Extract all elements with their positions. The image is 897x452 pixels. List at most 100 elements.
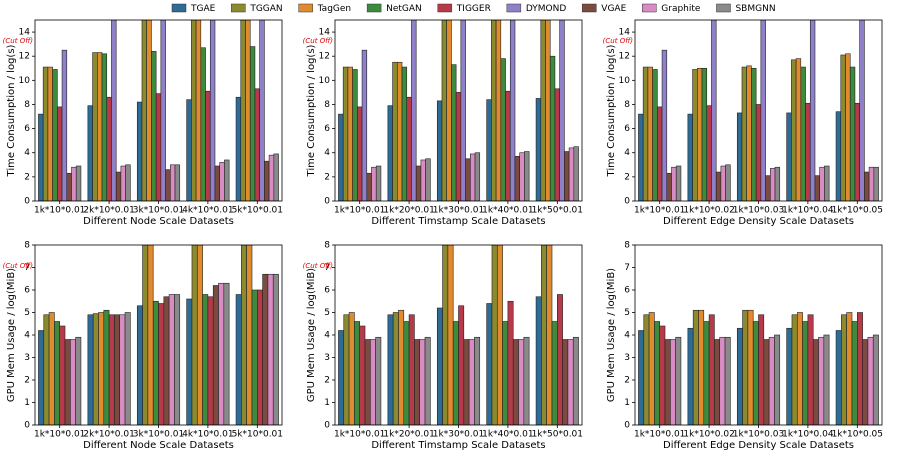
y-tick-label: 0 xyxy=(324,197,330,207)
bar xyxy=(125,164,131,201)
bar xyxy=(403,321,410,425)
y-axis-label: GPU Mem Usage / log(MiB) xyxy=(6,268,17,402)
x-tick-label: 1k*10*0.02 xyxy=(683,206,734,216)
x-tick-label: 1k*10*0.04 xyxy=(782,430,834,440)
bar xyxy=(573,146,579,201)
bar xyxy=(272,273,279,425)
bar xyxy=(545,20,551,201)
x-tick-label: 1k*10*0.01 xyxy=(334,206,385,216)
x-axis-label: Different Edge Density Scale Datasets xyxy=(663,440,854,451)
y-tick-label: 0 xyxy=(624,197,630,207)
x-tick-label: 1k*10*0.01 xyxy=(34,430,85,440)
y-tick-label: 12 xyxy=(619,52,630,62)
bar xyxy=(840,54,846,201)
x-tick-label: 3k*10*0.01 xyxy=(133,430,184,440)
bar xyxy=(546,245,553,425)
bar xyxy=(657,106,663,201)
bar xyxy=(736,112,743,201)
bar xyxy=(818,336,825,425)
bar xyxy=(207,296,214,425)
bar xyxy=(415,165,422,201)
bar xyxy=(474,336,481,425)
bar xyxy=(562,339,569,425)
axes-frame xyxy=(634,19,883,202)
bar xyxy=(366,172,372,201)
bar xyxy=(98,312,105,425)
bar xyxy=(659,325,666,425)
y-tick-label: 2 xyxy=(324,172,330,182)
bar xyxy=(147,245,154,425)
bar xyxy=(523,336,530,425)
bar xyxy=(708,314,715,425)
bar xyxy=(486,99,492,201)
bar xyxy=(873,166,879,201)
bar xyxy=(264,160,270,201)
bar xyxy=(136,101,143,201)
bar xyxy=(267,273,274,425)
subplot: 1k*10*0.011k*20*0.011k*30*0.011k*40*0.01… xyxy=(303,19,583,227)
bar xyxy=(505,90,511,201)
y-tick-label: 0 xyxy=(624,421,630,431)
bar xyxy=(746,65,752,201)
bars xyxy=(338,245,579,425)
y-tick-label: 7 xyxy=(24,263,30,273)
legend-swatch xyxy=(437,3,453,13)
x-tick-label: 4k*10*0.01 xyxy=(182,206,233,216)
bar xyxy=(338,113,344,201)
bar xyxy=(361,49,368,201)
bar xyxy=(408,314,415,425)
y-tick-label: 5 xyxy=(24,308,30,318)
bar xyxy=(170,164,176,201)
bar xyxy=(643,314,650,425)
bar xyxy=(375,336,382,425)
bar xyxy=(212,285,219,425)
bar xyxy=(654,321,661,425)
bar xyxy=(251,289,258,425)
legend-swatch xyxy=(642,3,657,13)
bar xyxy=(495,20,502,201)
bar xyxy=(87,105,93,201)
bars xyxy=(38,245,279,425)
y-tick-label: 2 xyxy=(324,376,330,386)
legend-swatch xyxy=(366,3,382,13)
bar xyxy=(851,321,858,425)
bars xyxy=(638,20,879,201)
bar xyxy=(120,165,126,201)
bar xyxy=(460,20,466,201)
bar xyxy=(401,66,408,201)
y-tick-label: 2 xyxy=(624,172,630,182)
bar xyxy=(262,273,269,425)
bar xyxy=(500,58,506,201)
bar xyxy=(66,172,72,201)
y-tick-label: 4 xyxy=(24,148,30,158)
subplot: 1k*10*0.011k*20*0.011k*30*0.011k*40*0.01… xyxy=(303,241,583,452)
bar xyxy=(414,339,421,425)
bar xyxy=(174,294,181,425)
bar xyxy=(87,314,94,425)
annotation: (Cut Off) xyxy=(3,37,34,45)
y-tick-label: 2 xyxy=(24,172,30,182)
bar xyxy=(71,166,77,201)
y-tick-label: 10 xyxy=(619,76,631,86)
bar xyxy=(119,314,126,425)
x-axis-label: Different Timstamp Scale Datasets xyxy=(371,216,545,227)
bar xyxy=(774,166,781,201)
x-tick-label: 1k*10*0.05 xyxy=(832,206,883,216)
legend-swatch xyxy=(231,3,246,13)
bar xyxy=(687,113,693,201)
x-tick-label: 1k*30*0.01 xyxy=(433,430,484,440)
legend-swatch xyxy=(506,3,522,13)
bar xyxy=(868,166,875,201)
bar xyxy=(567,339,574,425)
x-tick-label: 1k*20*0.01 xyxy=(383,430,434,440)
y-tick-label: 3 xyxy=(324,353,330,363)
bar xyxy=(763,339,770,425)
bar xyxy=(849,66,856,201)
axes-frame xyxy=(634,244,883,426)
bar xyxy=(70,339,76,425)
bar xyxy=(61,49,68,201)
y-axis-label: Time Consumption / log(s) xyxy=(606,44,617,177)
bar xyxy=(524,151,530,201)
bar xyxy=(191,245,198,425)
y-tick-label: 2 xyxy=(24,376,30,386)
